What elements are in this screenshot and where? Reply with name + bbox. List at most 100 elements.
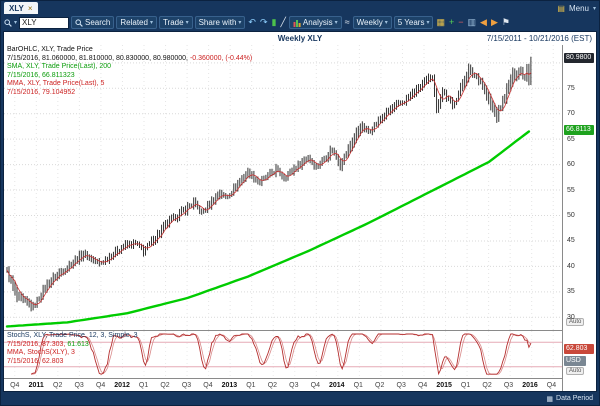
zoom-out-icon[interactable]: − [458,17,464,27]
price-scale[interactable]: 80.9800 66.8113 62.803 USD Auto Auto 75 7… [562,45,596,391]
chevron-down-icon: ▾ [334,20,338,26]
data-period-label[interactable]: Data Period [556,395,593,402]
zoom-in-icon[interactable]: + [448,17,455,27]
analysis-icon [293,19,301,27]
y-axis-label: 60 [567,161,575,169]
arrow-right-icon[interactable]: ▶ [490,17,498,27]
x-tick-label: Q3 [396,381,406,389]
x-tick-label: 2011 [28,381,44,389]
x-tick-label: Q4 [203,381,213,389]
tab-xly[interactable]: XLY × [4,2,38,14]
menu-button[interactable]: Menu [568,4,589,13]
x-tick-label: 2014 [328,381,345,389]
grid-icon[interactable]: ▦ [546,395,554,403]
x-tick-label: Q3 [503,381,514,389]
chart-body: BarOHLC, XLY, Trade Price 7/15/2016, 81.0… [4,45,596,391]
button-label: Trade [162,18,184,27]
x-tick-label: 2016 [522,381,538,389]
x-tick-label: Q4 [546,381,557,389]
chart-header: Weekly XLY 7/15/2011 - 10/21/2016 (EST) [4,32,596,45]
weekly-button[interactable]: Weekly ▾ [352,16,392,29]
x-tick-label: 2013 [221,381,238,389]
button-label: Related [120,18,148,27]
chevron-down-icon: ▾ [426,20,430,26]
date-range: 7/15/2011 - 10/21/2016 (EST) [486,34,592,43]
x-tick-label: Q3 [181,381,192,389]
chart-area: Weekly XLY 7/15/2011 - 10/21/2016 (EST) … [3,31,597,392]
related-button[interactable]: Related ▾ [116,16,157,29]
flag-icon[interactable]: ⚑ [501,17,510,27]
layout-icon[interactable]: ▥ [467,17,477,27]
undo-icon[interactable]: ↶ [248,17,256,27]
x-tick-label: Q4 [10,381,20,389]
calendar-icon[interactable]: ▦ [436,17,445,27]
x-tick-label: 2012 [114,381,130,389]
chevron-down-icon: ▾ [238,20,242,26]
redo-icon[interactable]: ↷ [259,17,268,27]
y-axis-label: 65 [567,135,575,143]
search-icon [75,18,83,27]
button-label: Search [85,18,111,27]
window-controls: ▤ Menu ▾ [557,4,596,14]
tab-bar: XLY × ▤ Menu ▾ [1,1,599,14]
button-label: 5 Years [397,18,425,27]
y-axis-label: 70 [567,110,575,118]
y-axis-label: 75 [567,84,575,92]
stoch-value-badge: 62.803 [564,344,594,354]
y-axis-label: 40 [567,262,575,270]
x-axis: Q4 2011 Q2 Q3 Q4 2012 Q1 Q2 Q3 Q4 2013 Q1 Q2 Q3 Q4 2014… [4,379,562,391]
button-label: Share with [198,18,237,27]
auto-scale-button[interactable]: Auto [566,318,585,326]
chart-title: Weekly XLY [277,34,323,43]
x-tick-label: Q4 [417,381,428,389]
chevron-down-icon[interactable]: ▾ [14,20,18,26]
price-chart [4,45,564,330]
share-with-button[interactable]: Share with ▾ [194,16,246,29]
last-price-badge: 80.9800 [564,53,594,63]
trade-button[interactable]: Trade ▾ [158,16,193,29]
price-panel[interactable]: BarOHLC, XLY, Trade Price 7/15/2016, 81.0… [4,45,564,331]
x-tick-label: Q3 [74,381,84,389]
stochastic-panel[interactable]: StochS, XLY, Trade Price, 12, 3, Simple,… [4,331,564,379]
auto-scale-button[interactable]: Auto [566,367,585,375]
chevron-down-icon: ▾ [185,20,189,26]
x-tick-label: Q2 [160,381,170,389]
x-tick-label: Q1 [460,381,471,389]
arrow-left-icon[interactable]: ◀ [480,17,487,27]
line-chart-icon[interactable]: ╱ [280,17,286,27]
sma-value-badge: 66.8113 [564,125,594,135]
search-icon[interactable] [4,18,12,27]
button-label: Weekly [356,18,383,27]
x-tick-label: Q2 [375,381,385,389]
5-years-button[interactable]: 5 Years ▾ [393,16,434,29]
search-button[interactable]: Search [71,16,115,29]
panel-icon[interactable]: ▤ [557,4,565,13]
x-tick-label: Q2 [482,381,492,389]
y-axis-label: 50 [567,211,575,219]
x-tick-label: Q1 [246,381,256,389]
x-tick-label: Q3 [289,381,299,389]
chevron-down-icon: ▾ [384,20,388,26]
wave-indicator-icon[interactable]: ≈ [344,17,350,27]
currency-badge: USD [564,356,586,366]
symbol-input[interactable] [19,16,70,29]
x-tick-label: Q4 [95,381,106,389]
x-tick-label: 2015 [436,381,452,389]
plot-column: BarOHLC, XLY, Trade Price 7/15/2016, 81.0… [4,45,564,391]
tab-close-icon[interactable]: × [27,3,33,13]
button-label: Analysis [302,18,333,27]
y-axis-label: 45 [567,237,575,245]
tab-label: XLY [9,3,24,13]
analysis-button[interactable]: Analysis ▾ [288,16,342,29]
chevron-down-icon: ▾ [149,20,153,26]
candlestick-chart-icon[interactable]: ▮ [271,17,277,27]
y-axis-label: 55 [567,186,575,194]
x-tick-label: Q2 [267,381,278,389]
chevron-down-icon: ▾ [592,6,596,12]
x-tick-label: Q2 [53,381,63,389]
y-axis-label: 30 [567,313,575,321]
status-bar: ▦ Data Period [1,392,599,405]
x-tick-label: Q1 [138,381,149,389]
x-tick-label: Q1 [353,381,363,389]
